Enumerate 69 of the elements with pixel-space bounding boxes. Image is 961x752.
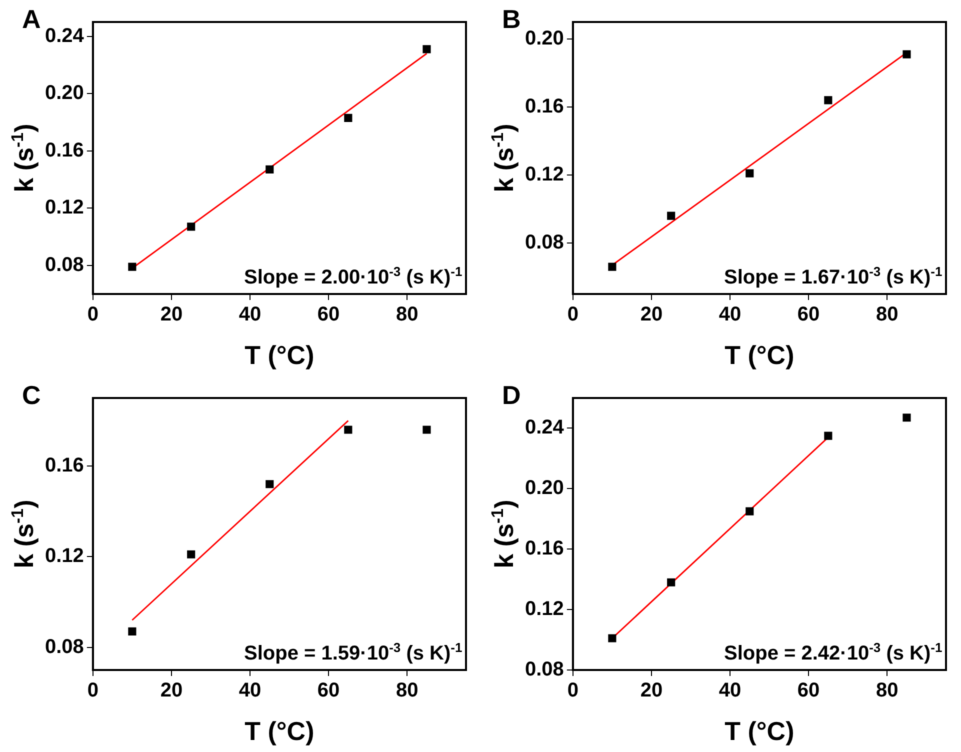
x-tick-label: 80	[876, 304, 898, 326]
y-tick-label: 0.16	[44, 139, 84, 162]
x-tick-label: 80	[396, 304, 418, 326]
point	[824, 432, 832, 440]
x-tick-label: 40	[238, 304, 262, 326]
x-tick-label: 40	[718, 304, 742, 326]
point	[422, 45, 431, 54]
x-axis-title: T (°C)	[724, 716, 794, 747]
x-tick-label: 0	[87, 680, 98, 702]
chart-title: B	[502, 4, 521, 35]
point	[608, 262, 616, 271]
x-tick-label: 40	[718, 680, 742, 702]
y-tick-label: 0.24	[524, 416, 565, 439]
annotation: Slope = 2.42·10$^{-3}$ (s K)$^{-1}$	[724, 640, 942, 666]
x-tick-label: 60	[317, 680, 340, 702]
annotation: Slope = 1.59·10$^{-3}$ (s K)$^{-1}$	[244, 640, 462, 666]
point	[187, 550, 196, 558]
y-tick-label: 0.16	[524, 538, 564, 560]
x-tick-label: 0	[567, 680, 578, 702]
chart-title: A	[22, 4, 41, 35]
point	[266, 165, 274, 174]
y-tick-label: 0.12	[44, 196, 84, 219]
x-tick-label: 60	[797, 680, 820, 702]
y-tick-label: 0.16	[44, 454, 84, 477]
x-tick-label: 60	[317, 304, 340, 326]
y-tick-label: 0.08	[524, 658, 564, 681]
point	[128, 262, 136, 271]
x-tick-label: 60	[797, 304, 820, 326]
point	[128, 627, 136, 636]
chart-title: D	[502, 380, 521, 411]
y-tick-label: 0.20	[44, 82, 84, 104]
y-tick-label: 0.20	[524, 28, 564, 50]
point	[667, 212, 676, 220]
y-tick-label: 0.20	[524, 477, 564, 500]
point	[187, 222, 196, 231]
x-tick-label: 0	[567, 304, 578, 326]
point	[902, 50, 911, 58]
point	[344, 426, 352, 434]
x-tick-label: 40	[238, 680, 262, 702]
y-tick-label: 0.12	[524, 598, 564, 620]
y-tick-label: 0.12	[44, 545, 84, 568]
x-tick-label: 20	[160, 680, 183, 702]
y-tick-label: 0.08	[44, 636, 84, 658]
x-axis-title: T (°C)	[244, 340, 314, 371]
point	[422, 426, 431, 434]
y-tick-label: 0.24	[44, 24, 85, 47]
x-tick-label: 20	[640, 304, 663, 326]
point	[746, 169, 754, 178]
point	[344, 114, 352, 122]
x-tick-label: 0	[87, 304, 98, 326]
x-tick-label: 80	[396, 680, 418, 702]
annotation: Slope = 1.67·10$^{-3}$ (s K)$^{-1}$	[724, 264, 942, 290]
x-axis-title: T (°C)	[724, 340, 794, 371]
annotation: Slope = 2.00·10$^{-3}$ (s K)$^{-1}$	[244, 264, 462, 290]
point	[824, 96, 832, 104]
x-tick-label: 80	[876, 680, 898, 702]
point	[608, 634, 616, 642]
point	[746, 507, 754, 516]
x-axis-title: T (°C)	[244, 716, 314, 747]
y-tick-label: 0.08	[524, 232, 564, 254]
chart-title: C	[22, 380, 41, 411]
y-tick-label: 0.12	[524, 164, 564, 186]
point	[266, 480, 274, 488]
x-tick-label: 20	[640, 680, 663, 702]
point	[667, 578, 676, 586]
y-tick-label: 0.16	[524, 96, 564, 118]
y-tick-label: 0.08	[44, 254, 84, 276]
x-tick-label: 20	[160, 304, 183, 326]
point	[902, 414, 911, 422]
